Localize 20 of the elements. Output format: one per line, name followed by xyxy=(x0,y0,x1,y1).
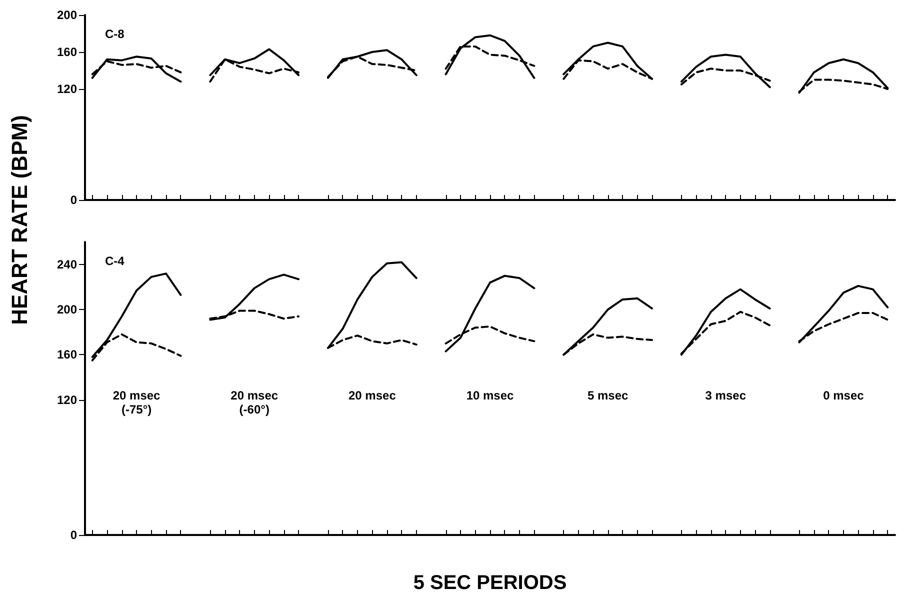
y-tick-label: 120 xyxy=(56,82,78,96)
y-tick-label: 120 xyxy=(56,392,78,407)
y-tick-label: 240 xyxy=(56,258,78,272)
y-tick-label: 160 xyxy=(56,348,78,362)
y-tick-label: 160 xyxy=(56,45,78,59)
annotation: 5 msec xyxy=(587,388,628,402)
y-tick-label: 0 xyxy=(70,528,78,542)
annotation: 10 msec xyxy=(466,388,514,402)
text: C-4 xyxy=(105,254,125,268)
annotation: 20 msec (-60°) xyxy=(230,388,278,416)
annotation: 20 msec (-75°) xyxy=(112,388,161,416)
y-tick-label: 0 xyxy=(70,193,78,207)
annotation: 20 msec xyxy=(348,388,396,402)
y-axis-title: HEART RATE (BPM) xyxy=(7,115,33,325)
annotation: 0 msec xyxy=(823,388,864,402)
y-tick-label: 200 xyxy=(56,302,78,317)
y-tick-label: 200 xyxy=(56,8,78,22)
text: C-8 xyxy=(105,27,125,41)
x-axis-title: 5 SEC PERIODS xyxy=(413,572,567,594)
annotation: 3 msec xyxy=(705,388,746,402)
